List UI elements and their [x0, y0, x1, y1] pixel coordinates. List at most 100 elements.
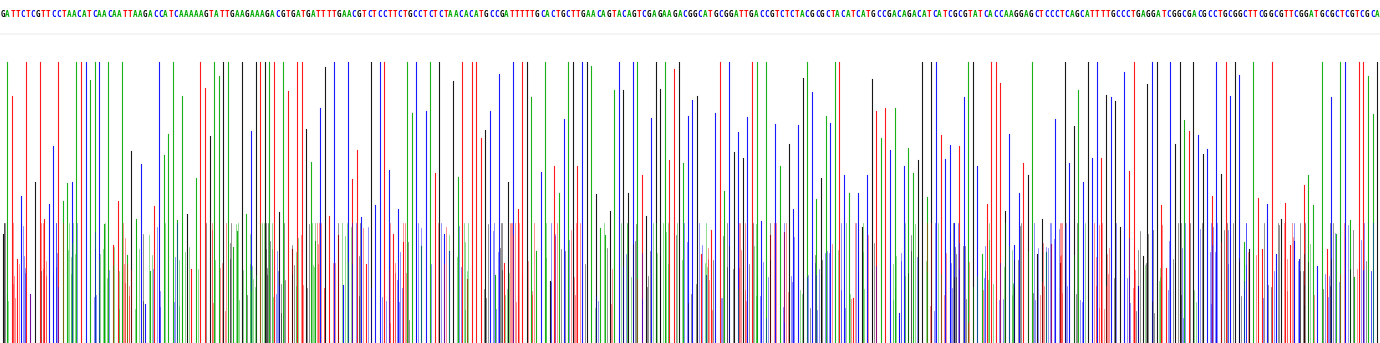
Text: A: A	[734, 10, 738, 19]
Text: A: A	[214, 10, 219, 19]
Text: C: C	[876, 10, 880, 19]
Text: T: T	[1100, 10, 1105, 19]
Text: A: A	[702, 10, 708, 19]
Text: A: A	[1374, 10, 1380, 19]
Text: T: T	[46, 10, 51, 19]
Text: T: T	[225, 10, 229, 19]
Text: T: T	[322, 10, 326, 19]
Text: G: G	[1278, 10, 1283, 19]
Text: G: G	[1202, 10, 1206, 19]
Text: G: G	[693, 10, 697, 19]
Text: C: C	[439, 10, 443, 19]
Text: C: C	[983, 10, 988, 19]
Text: A: A	[132, 10, 137, 19]
Text: A: A	[988, 10, 992, 19]
Text: T: T	[1289, 10, 1293, 19]
Text: G: G	[1238, 10, 1242, 19]
Text: T: T	[943, 10, 947, 19]
Text: C: C	[698, 10, 702, 19]
Text: A: A	[1310, 10, 1314, 19]
Text: T: T	[208, 10, 214, 19]
Text: T: T	[26, 10, 30, 19]
Text: C: C	[1126, 10, 1130, 19]
Text: C: C	[816, 10, 820, 19]
Text: A: A	[255, 10, 259, 19]
Text: G: G	[871, 10, 876, 19]
Text: C: C	[469, 10, 473, 19]
Text: T: T	[1253, 10, 1257, 19]
Text: T: T	[61, 10, 66, 19]
Text: C: C	[759, 10, 763, 19]
Text: A: A	[341, 10, 346, 19]
Text: G: G	[729, 10, 733, 19]
Text: A: A	[1003, 10, 1007, 19]
Text: A: A	[448, 10, 453, 19]
Text: A: A	[193, 10, 199, 19]
Text: A: A	[800, 10, 805, 19]
Text: A: A	[602, 10, 606, 19]
Text: A: A	[1024, 10, 1028, 19]
Text: T: T	[123, 10, 127, 19]
Text: T: T	[850, 10, 856, 19]
Text: G: G	[1029, 10, 1034, 19]
Text: T: T	[1130, 10, 1136, 19]
Text: A: A	[912, 10, 916, 19]
Text: G: G	[356, 10, 362, 19]
Text: C: C	[1064, 10, 1070, 19]
Text: A: A	[270, 10, 275, 19]
Text: C: C	[494, 10, 498, 19]
Text: G: G	[749, 10, 753, 19]
Text: T: T	[1161, 10, 1166, 19]
Text: G: G	[886, 10, 891, 19]
Text: G: G	[963, 10, 967, 19]
Text: T: T	[286, 10, 290, 19]
Text: C: C	[897, 10, 901, 19]
Text: T: T	[967, 10, 973, 19]
Text: C: C	[1079, 10, 1085, 19]
Text: T: T	[520, 10, 524, 19]
Text: C: C	[856, 10, 860, 19]
Text: T: T	[479, 10, 483, 19]
Text: C: C	[367, 10, 371, 19]
Text: T: T	[555, 10, 560, 19]
Text: A: A	[586, 10, 591, 19]
Text: C: C	[1045, 10, 1049, 19]
Text: G: G	[1268, 10, 1272, 19]
Text: G: G	[1111, 10, 1115, 19]
Text: T: T	[1283, 10, 1288, 19]
Text: T: T	[443, 10, 448, 19]
Text: A: A	[346, 10, 351, 19]
Text: A: A	[662, 10, 667, 19]
Text: A: A	[545, 10, 549, 19]
Text: G: G	[952, 10, 958, 19]
Text: A: A	[148, 10, 153, 19]
Text: G: G	[280, 10, 284, 19]
Text: G: G	[484, 10, 489, 19]
Text: C: C	[1325, 10, 1329, 19]
Text: C: C	[275, 10, 280, 19]
Text: C: C	[1293, 10, 1299, 19]
Text: A: A	[102, 10, 106, 19]
Text: G: G	[672, 10, 678, 19]
Text: C: C	[596, 10, 600, 19]
Text: G: G	[265, 10, 269, 19]
Text: C: C	[1212, 10, 1217, 19]
Text: T: T	[1090, 10, 1094, 19]
Text: T: T	[11, 10, 15, 19]
Text: C: C	[428, 10, 432, 19]
Text: T: T	[1248, 10, 1253, 19]
Text: G: G	[244, 10, 250, 19]
Text: C: C	[1181, 10, 1187, 19]
Text: A: A	[6, 10, 10, 19]
Text: C: C	[1334, 10, 1339, 19]
Text: G: G	[1223, 10, 1227, 19]
Text: G: G	[1187, 10, 1191, 19]
Text: T: T	[331, 10, 335, 19]
Text: T: T	[403, 10, 407, 19]
Text: G: G	[1365, 10, 1369, 19]
Text: T: T	[509, 10, 515, 19]
Text: G: G	[337, 10, 341, 19]
Text: A: A	[259, 10, 265, 19]
Text: C: C	[780, 10, 784, 19]
Text: T: T	[774, 10, 778, 19]
